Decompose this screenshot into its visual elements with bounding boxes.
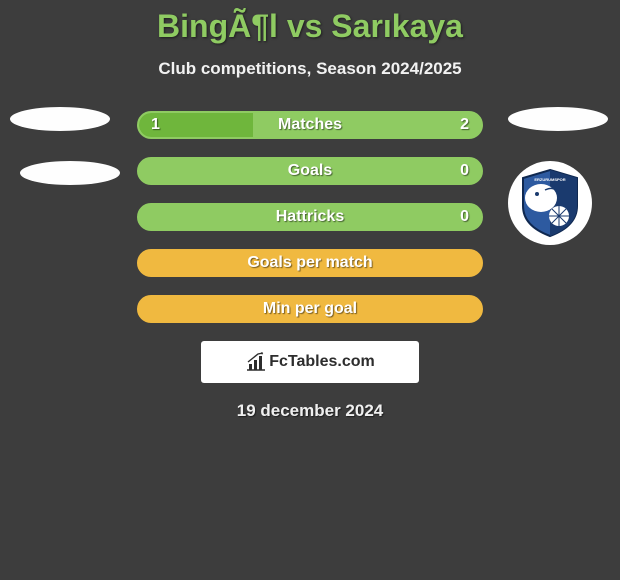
subtitle: Club competitions, Season 2024/2025 (0, 59, 620, 79)
right-badge-1 (508, 107, 608, 131)
stat-bar-right-value: 0 (460, 205, 469, 229)
svg-text:ERZURUMSPOR: ERZURUMSPOR (534, 177, 565, 182)
date-text: 19 december 2024 (0, 401, 620, 421)
team-logo: ERZURUMSPOR (508, 161, 592, 245)
stat-bar-right-value: 2 (460, 113, 469, 137)
fctables-chart-icon (245, 352, 267, 372)
left-badge-2 (20, 161, 120, 185)
page-title: BingÃ¶l vs Sarıkaya (0, 0, 620, 45)
stat-bar: Hattricks0 (137, 203, 483, 231)
stat-bar: Min per goal (137, 295, 483, 323)
stat-bar: Goals per match (137, 249, 483, 277)
stat-bar-left-value: 1 (151, 113, 160, 137)
brand-text: FcTables.com (269, 353, 375, 371)
stat-bar-label: Matches (139, 113, 481, 137)
stat-bar-right-value: 0 (460, 159, 469, 183)
stat-bar: Matches1 2 (137, 111, 483, 139)
erzurumspor-shield-icon: ERZURUMSPOR (519, 168, 581, 238)
left-team-badges (10, 107, 120, 185)
left-badge-1 (10, 107, 110, 131)
stat-bar-label: Goals (139, 159, 481, 183)
stat-bar: Goals0 (137, 157, 483, 185)
stat-bar-label: Goals per match (139, 251, 481, 275)
right-team-badges: ERZURUMSPOR (508, 107, 608, 245)
brand-footer: FcTables.com (201, 341, 419, 383)
stat-bar-label: Hattricks (139, 205, 481, 229)
stat-bars: Matches12Goals0Hattricks0Goals per match… (137, 111, 483, 323)
comparison-content: ERZURUMSPOR Matches12Goals0Hattricks0Goa… (0, 111, 620, 421)
stat-bar-label: Min per goal (139, 297, 481, 321)
